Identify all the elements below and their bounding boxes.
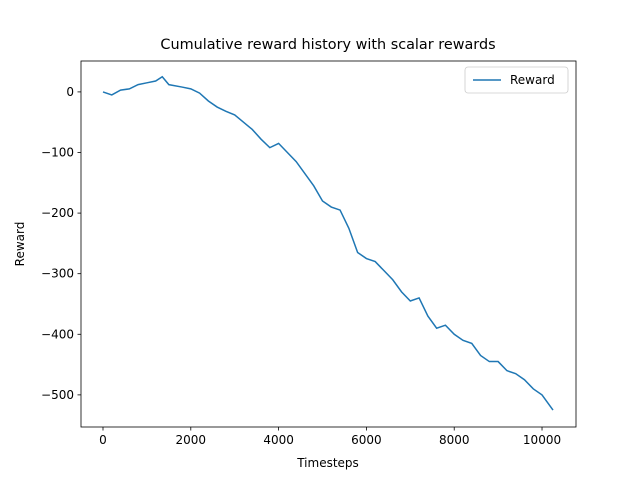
x-tick-label: 4000 <box>263 433 294 447</box>
x-tick-label: 0 <box>99 433 107 447</box>
x-tick-label: 2000 <box>176 433 207 447</box>
y-tick-label: −200 <box>41 206 74 220</box>
x-tick-label: 10000 <box>523 433 561 447</box>
line-series <box>102 75 554 411</box>
x-tick-label: 6000 <box>351 433 382 447</box>
chart-title: Cumulative reward history with scalar re… <box>160 37 495 53</box>
y-tick-label: −100 <box>41 146 74 160</box>
legend-box <box>464 66 569 94</box>
y-axis-label: Reward <box>13 222 27 267</box>
y-tick-label: −500 <box>41 388 74 402</box>
legend-label: Reward <box>510 73 555 87</box>
y-tick-label: −300 <box>41 267 74 281</box>
x-axis-label: Timesteps <box>296 456 359 470</box>
plot-frame <box>80 60 577 428</box>
y-tick-label: 0 <box>66 85 74 99</box>
x-tick-label: 8000 <box>439 433 470 447</box>
y-tick-label: −400 <box>41 327 74 341</box>
